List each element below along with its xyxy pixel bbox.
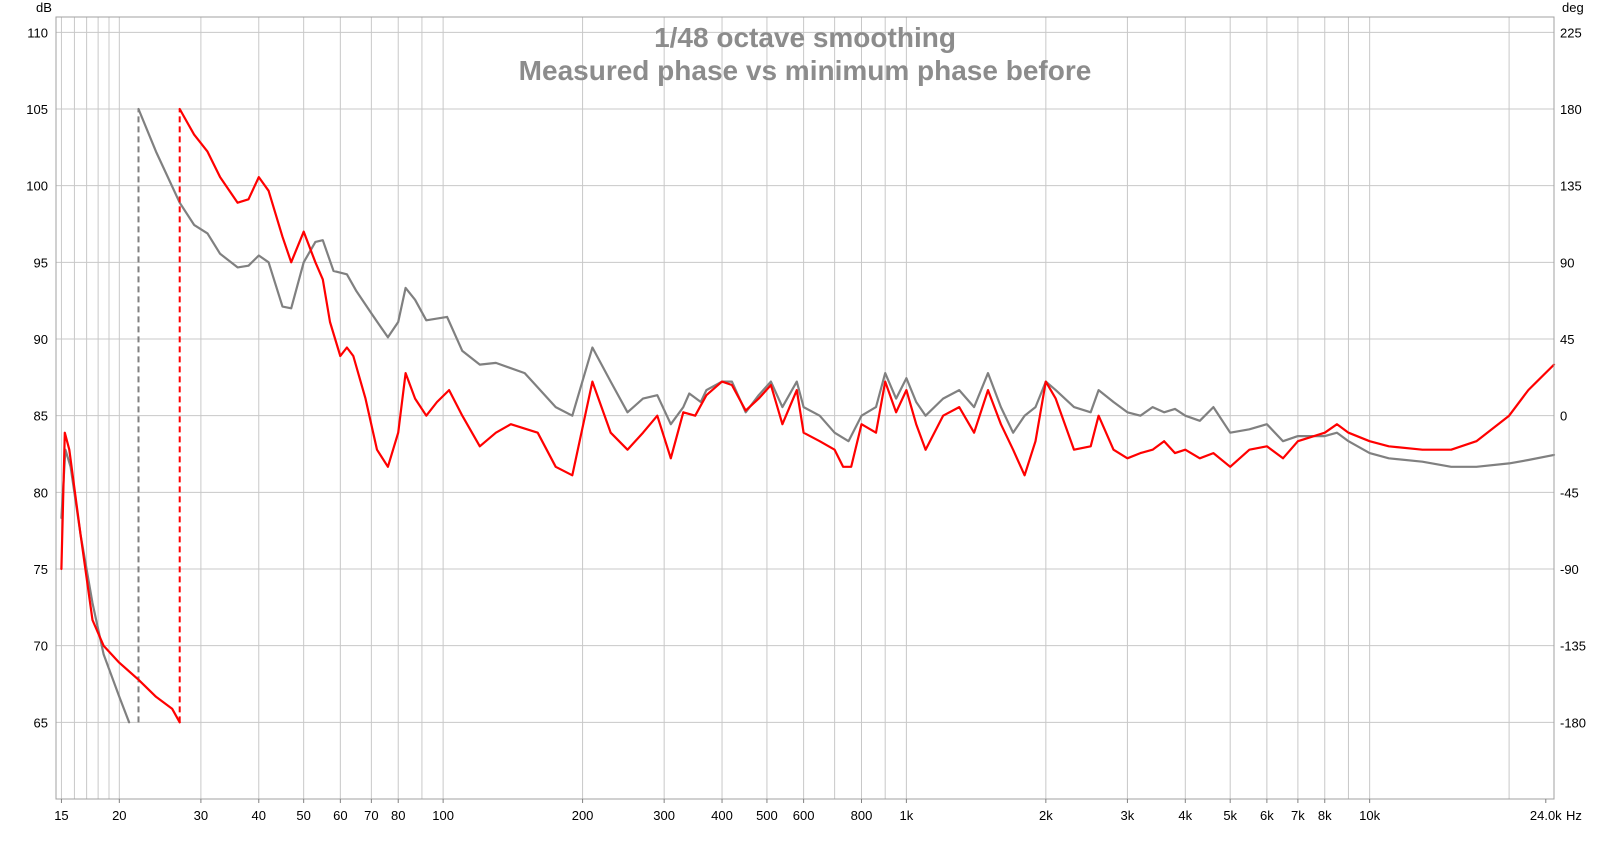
- x-tick-label: 4k: [1178, 808, 1192, 823]
- series-line: [137, 107, 1556, 468]
- x-tick-label: 50: [296, 808, 310, 823]
- y-left-tick-label: 70: [34, 639, 48, 654]
- y-right-tick-label: 135: [1560, 179, 1582, 194]
- x-tick-label: 800: [851, 808, 873, 823]
- y-right-tick-label: 45: [1560, 332, 1574, 347]
- series-line: [60, 448, 131, 724]
- x-tick-label: 600: [793, 808, 815, 823]
- x-tick-label: 300: [653, 808, 675, 823]
- x-tick-label: 30: [194, 808, 208, 823]
- x-tick-label: 20: [112, 808, 126, 823]
- left-axis-unit: dB: [36, 0, 52, 15]
- y-right-tick-label: -90: [1560, 562, 1579, 577]
- y-right-tick-label: 180: [1560, 102, 1582, 117]
- y-left-tick-label: 75: [34, 562, 48, 577]
- y-left-tick-label: 105: [26, 102, 48, 117]
- x-tick-label: 70: [364, 808, 378, 823]
- x-tick-label: 400: [711, 808, 733, 823]
- x-axis-unit: Hz: [1566, 808, 1582, 823]
- x-axis-ticks: 15 20 30 40 50 60 70 80 100 200 300 400 500 600 800 1k 2…: [54, 799, 1562, 823]
- x-tick-label: 500: [756, 808, 778, 823]
- series-layer: [60, 107, 1556, 724]
- x-tick-label: 40: [252, 808, 266, 823]
- chart-title-line-1: 1/48 octave smoothing: [654, 22, 956, 53]
- y-right-tick-label: -180: [1560, 715, 1586, 730]
- y-left-tick-label: 100: [26, 179, 48, 194]
- y-left-tick-label: 85: [34, 409, 48, 424]
- x-tick-label: 60: [333, 808, 347, 823]
- chart-title-line-2: Measured phase vs minimum phase before: [519, 55, 1092, 86]
- y-right-tick-label: 90: [1560, 255, 1574, 270]
- y-left-tick-label: 80: [34, 485, 48, 500]
- series-line: [178, 107, 1556, 477]
- y-right-tick-label: 225: [1560, 25, 1582, 40]
- plot-frame: [55, 16, 1555, 800]
- y-left-tick-label: 95: [34, 255, 48, 270]
- y-right-tick-label: -45: [1560, 485, 1579, 500]
- y-left-tick-label: 110: [27, 25, 48, 40]
- x-tick-label: 80: [391, 808, 405, 823]
- right-axis-ticks: -180 -135 -90 -45 0 45 90 135 180 225: [1560, 25, 1586, 730]
- x-tick-label: 3k: [1121, 808, 1135, 823]
- x-tick-label: 10k: [1359, 808, 1380, 823]
- x-tick-label: 5k: [1223, 808, 1237, 823]
- left-axis-ticks: 65 70 75 80 85 90 95 100 105 110: [26, 25, 48, 730]
- y-left-tick-label: 65: [34, 715, 48, 730]
- x-tick-label: 8k: [1318, 808, 1332, 823]
- x-tick-label: 6k: [1260, 808, 1274, 823]
- y-right-tick-label: 0: [1560, 409, 1567, 424]
- x-tick-label: 24.0k: [1530, 808, 1562, 823]
- right-axis-unit: deg: [1562, 0, 1584, 15]
- x-tick-label: 200: [572, 808, 594, 823]
- y-left-tick-label: 90: [34, 332, 48, 347]
- x-tick-label: 1k: [900, 808, 914, 823]
- x-tick-label: 2k: [1039, 808, 1053, 823]
- y-right-tick-label: -135: [1560, 639, 1586, 654]
- x-tick-label: 7k: [1291, 808, 1305, 823]
- x-tick-label: 100: [432, 808, 454, 823]
- y-gridlines: [56, 31, 1554, 723]
- series-line: [60, 431, 181, 724]
- x-tick-label: 15: [54, 808, 68, 823]
